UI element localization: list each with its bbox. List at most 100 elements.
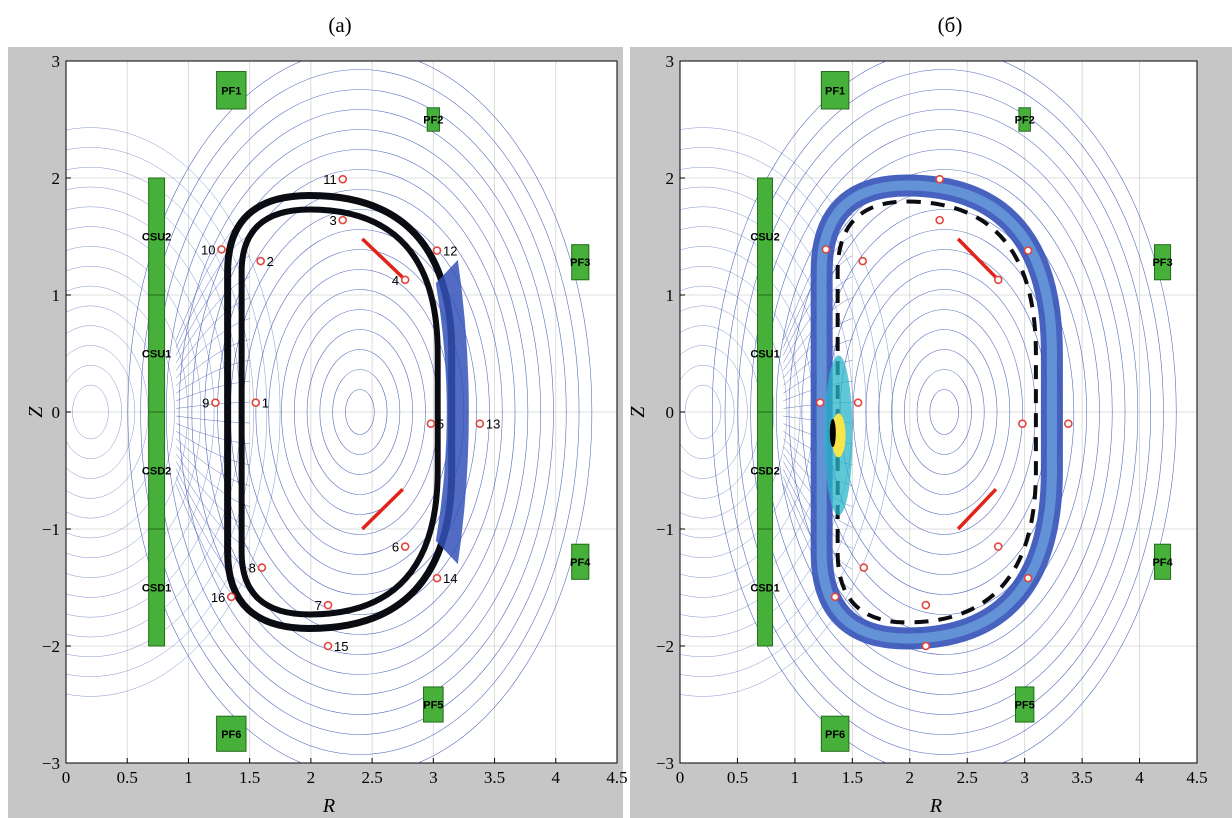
panel-a-contour-line <box>319 349 401 475</box>
panel-a-ytick-label: 1 <box>52 286 61 305</box>
sensor-label: 10 <box>201 242 215 257</box>
sensor-label: 5 <box>437 417 444 432</box>
panel-b-contour-line <box>878 309 1011 515</box>
upper-limiter <box>956 237 1001 283</box>
coil-label-pf5: PF5 <box>423 700 443 712</box>
panel-b-contour-line <box>724 69 1164 755</box>
panel-a-contour-line <box>66 127 281 697</box>
panel-a-contour-line <box>191 149 529 675</box>
panel-b-coils: PF1 PF2 PF3 PF4 PF5 PF6 CSU2 CSU1 CSD2 CSD1 <box>750 71 1173 752</box>
panel-a-contour-line <box>204 169 516 655</box>
sensor-marker <box>257 563 267 572</box>
panel-b-ytick-label: −1 <box>656 520 674 539</box>
panel-a-contour-line <box>165 109 554 715</box>
panel-a-contour-line <box>72 384 109 440</box>
sensor-marker <box>1023 246 1033 255</box>
sensor-label: 14 <box>443 571 457 586</box>
sensor-marker <box>935 215 944 225</box>
panel-a-plasma-boundary <box>224 192 469 632</box>
panel-b-xtick-label: 1 <box>791 768 800 787</box>
sensor-label: 7 <box>315 598 322 613</box>
panel-a-xtick-label: 3 <box>429 768 438 787</box>
sensor-label: 15 <box>334 639 348 654</box>
sensor-label: 3 <box>329 213 336 228</box>
coil-label-pf1: PF1 <box>825 85 845 97</box>
coil-label-csu1: CSU1 <box>142 349 171 361</box>
sensor-marker <box>475 419 485 429</box>
panel-b-sensors <box>815 174 1073 651</box>
panel-a-contour-line <box>66 226 215 598</box>
sensor-marker <box>432 246 442 255</box>
panel-a-contour-line <box>140 69 580 755</box>
panel-a-xtick-label: 1.5 <box>239 768 260 787</box>
panel-a-ylabel: Z <box>25 406 47 418</box>
sensor-marker <box>935 174 944 184</box>
coil-label-csd1: CSD1 <box>750 583 779 595</box>
coil-csd1 <box>148 528 166 647</box>
sensor-marker <box>921 641 931 651</box>
panel-a-ytick-label: 2 <box>52 169 61 188</box>
panel-a-xtick-label: 2 <box>307 768 316 787</box>
panel-a-flux-contours <box>66 61 593 763</box>
coil-pf3 <box>571 244 590 281</box>
coil-label-pf3: PF3 <box>570 257 590 269</box>
sensor-label: 8 <box>249 561 256 576</box>
panel-b: PF1 PF2 PF3 PF4 PF5 PF6 CSU2 CSU1 CSD2 CSD1 0 0.5 1… <box>627 13 1232 818</box>
coil-pf3 <box>1153 244 1172 281</box>
panel-b-xtick-label: 3 <box>1020 768 1029 787</box>
sensor-marker <box>815 398 825 407</box>
coil-label-csu1: CSU1 <box>750 349 779 361</box>
sensor-label: 2 <box>267 254 274 269</box>
coil-label-csd1: CSD1 <box>142 583 171 595</box>
coil-label-pf6: PF6 <box>221 729 241 741</box>
plasma-outer-boundary <box>224 192 456 632</box>
sensor-marker <box>921 600 931 610</box>
coil-label-pf2: PF2 <box>423 115 443 127</box>
panel-b-ylabel: Z <box>627 406 649 418</box>
coil-csd1 <box>757 528 773 647</box>
panel-a-contour-line <box>217 189 503 635</box>
panel-a-contour-line <box>175 476 250 591</box>
plasma-inner-boundary <box>238 206 441 618</box>
sensor-label: 13 <box>486 417 500 432</box>
panel-a-ytick-label: −3 <box>42 754 60 773</box>
coil-label-csd2: CSD2 <box>142 466 171 478</box>
sensor-label: 16 <box>211 590 225 605</box>
panel-a-coils: PF1 PF2 PF3 PF4 PF5 PF6 CSU2 CSU1 CSD2 CSD1 <box>142 71 591 752</box>
sensor-marker <box>858 256 867 266</box>
sensor-marker <box>853 398 863 407</box>
sensor-marker <box>993 542 1003 551</box>
panel-b-limiters <box>956 237 1001 531</box>
panel-a-xtick-label: 0.5 <box>117 768 138 787</box>
coil-label-csu2: CSU2 <box>142 232 171 244</box>
coil-label-pf6: PF6 <box>825 729 845 741</box>
sensor-marker <box>400 275 410 285</box>
coil-pf4 <box>1153 543 1172 580</box>
panel-b-contour-line <box>680 265 801 559</box>
panel-a-contour-line <box>127 61 593 763</box>
sensor-marker <box>432 573 442 583</box>
sensor-marker <box>830 592 840 602</box>
panel-a-contour-line <box>345 389 375 435</box>
coil-pf5 <box>1014 686 1035 723</box>
coil-label-pf2: PF2 <box>1015 115 1035 127</box>
sensor-marker <box>993 275 1003 285</box>
panel-a-contour-line <box>66 285 175 539</box>
panel-b-contour-line <box>916 369 972 455</box>
sensor-marker <box>1064 419 1073 429</box>
panel-b-contour-line <box>865 289 1023 535</box>
panel-a-xlabel: R <box>322 795 335 817</box>
panel-b-ytick-label: 1 <box>666 286 675 305</box>
panel-b-title: (б) <box>938 13 963 37</box>
coil-pf1 <box>216 71 247 110</box>
coil-label-pf3: PF3 <box>1152 257 1172 269</box>
panel-a-contour-line <box>66 246 202 578</box>
panel-b-ticks: 0 0.5 1 1.5 2 2.5 3 3.5 4 4.5 3 2 1 0 −1 −2 −3 <box>656 52 1208 787</box>
panel-b-contour-line <box>680 345 748 479</box>
panel-a-ytick-label: −1 <box>42 520 60 539</box>
panel-a-xtick-label: 4 <box>552 768 561 787</box>
sensor-marker <box>400 542 410 551</box>
panel-a-ytick-label: 3 <box>52 52 61 71</box>
